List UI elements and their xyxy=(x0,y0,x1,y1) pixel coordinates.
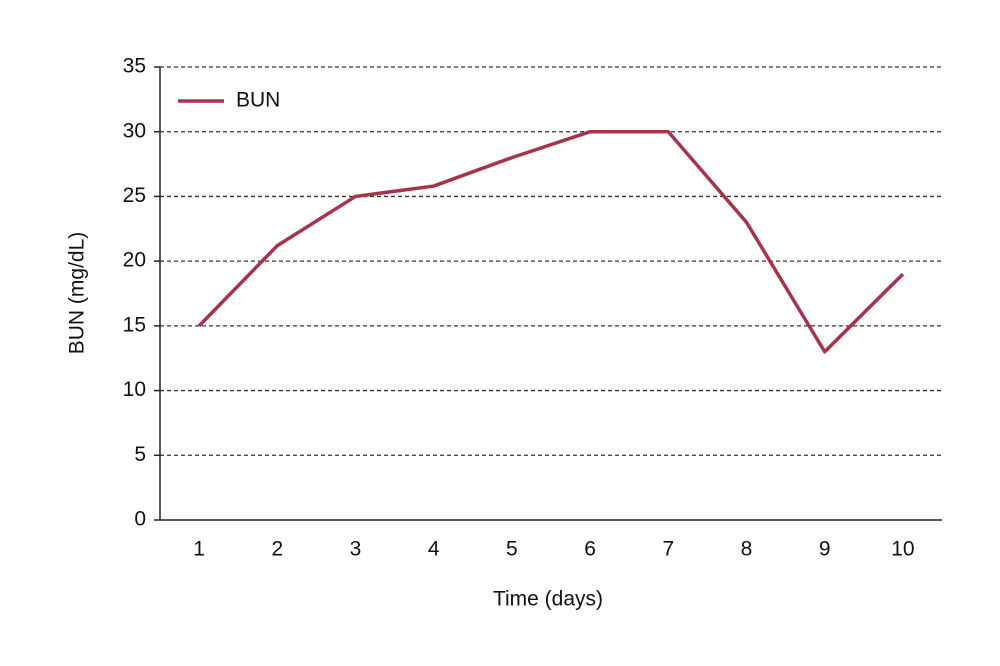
x-tick-label: 2 xyxy=(271,538,283,561)
y-tick-label: 0 xyxy=(134,508,146,531)
x-tick-label: 9 xyxy=(819,538,831,561)
x-tick-label: 1 xyxy=(193,538,205,561)
y-tick-label: 20 xyxy=(123,249,146,272)
x-tick-label: 5 xyxy=(506,538,518,561)
y-tick-label: 30 xyxy=(123,119,146,142)
y-tick-label: 15 xyxy=(123,313,146,336)
x-tick-label: 3 xyxy=(350,538,362,561)
x-tick-label: 7 xyxy=(662,538,674,561)
y-tick-label: 35 xyxy=(123,55,146,78)
x-tick-label: 6 xyxy=(584,538,596,561)
y-tick-label: 25 xyxy=(123,184,146,207)
y-tick-label: 5 xyxy=(134,443,146,466)
legend-label: BUN xyxy=(236,89,280,112)
x-tick-label: 8 xyxy=(741,538,753,561)
y-axis-label: BUN (mg/dL) xyxy=(66,232,89,355)
x-tick-label: 4 xyxy=(428,538,440,561)
y-tick-label: 10 xyxy=(123,378,146,401)
x-tick-label: 10 xyxy=(891,538,914,561)
x-axis-label: Time (days) xyxy=(493,588,603,611)
data-line xyxy=(197,129,905,354)
